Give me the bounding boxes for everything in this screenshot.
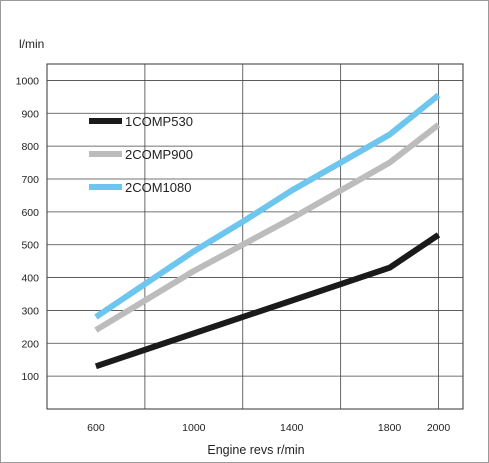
legend-label: 2COM1080 [125,180,191,195]
y-tick-label: 700 [21,174,39,186]
y-tick-label: 300 [21,305,39,317]
plot-border [46,63,464,410]
y-tick-label: 1000 [16,75,40,87]
x-tick-label: 1800 [378,422,402,434]
y-unit-label: l/min [19,37,44,51]
series-line-2com1080 [94,92,441,320]
x-tick-label: 1000 [182,422,206,434]
x-tick-label: 1400 [280,422,304,434]
legend-label: 2COMP900 [125,147,193,162]
x-tick-label: 600 [87,422,105,434]
y-tick-label: 900 [21,108,39,120]
x-axis-label: Engine revs r/min [207,443,304,457]
y-tick-label: 800 [21,141,39,153]
y-tick-label: 400 [21,273,39,285]
y-tick-label: 100 [21,371,39,383]
y-tick-label: 200 [21,338,39,350]
x-tick-label: 2000 [427,422,451,434]
legend-label: 1COMP530 [125,114,193,129]
y-tick-label: 600 [21,207,39,219]
y-tick-label: 500 [21,240,39,252]
